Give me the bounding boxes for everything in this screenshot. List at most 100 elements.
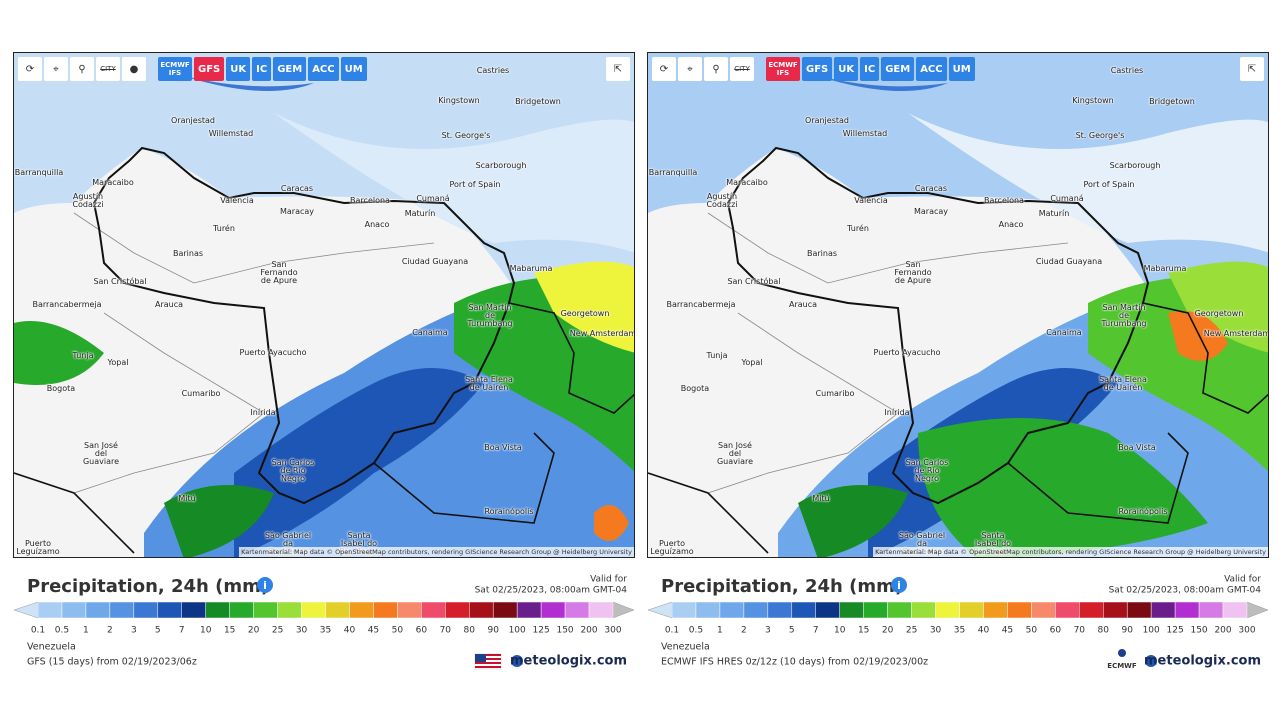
city-label: Tunja	[706, 351, 728, 360]
legend-title: Precipitation, 24h (mm)	[27, 576, 269, 597]
city-label: San Fernando de Apure	[894, 260, 932, 285]
model-button[interactable]: IC	[860, 57, 880, 81]
scale-swatch	[301, 601, 326, 619]
city-label: Turén	[847, 224, 869, 233]
model-button[interactable]: IC	[252, 57, 272, 81]
city-label: Cumaná	[416, 194, 450, 203]
share-button[interactable]: ⇱	[1240, 57, 1264, 81]
map-shape	[648, 472, 769, 554]
city-label: Kingstown	[438, 96, 480, 105]
tool-button[interactable]: ⚲	[70, 57, 94, 81]
map-shape	[1142, 302, 1268, 414]
scale-swatch	[133, 601, 159, 619]
scale-arrow	[13, 601, 39, 619]
map-shape	[73, 212, 435, 284]
tool-button[interactable]: ⟳	[652, 57, 676, 81]
model-button[interactable]: UM	[948, 57, 975, 81]
model-button[interactable]: GEM	[273, 57, 307, 81]
scale-swatch	[1007, 601, 1032, 619]
map-shape	[918, 418, 1208, 557]
city-label: Agustín Codazzi	[72, 192, 104, 209]
model-button[interactable]: ECMWF IFS	[766, 57, 800, 81]
scale-arrow	[1246, 601, 1269, 619]
scale-label: 35	[320, 626, 331, 636]
city-label: Maracay	[279, 207, 315, 216]
scale-swatch	[445, 601, 470, 619]
city-label: Rorainópolis	[484, 507, 534, 516]
scale-swatch	[109, 601, 135, 619]
tool-button[interactable]: ⟳	[18, 57, 42, 81]
scale-swatch	[564, 601, 590, 619]
city-button[interactable]: CITY	[730, 57, 754, 81]
scale-swatch	[815, 601, 840, 619]
city-label: Barranquilla	[14, 168, 64, 177]
model-button[interactable]: GFS	[802, 57, 833, 81]
valid-label: Valid for	[1224, 575, 1261, 585]
spacer	[148, 57, 156, 81]
scale-swatch	[253, 601, 278, 619]
city-label: San Fernando de Apure	[260, 260, 298, 285]
scale-label: 40	[978, 626, 990, 636]
info-icon[interactable]	[257, 577, 273, 593]
city-label: Caracas	[280, 184, 314, 193]
scale-swatch	[935, 601, 960, 619]
model-run: ECMWF IFS HRES 0z/12z (10 days) from 02/…	[661, 657, 928, 668]
scale-label: 25	[906, 626, 917, 636]
tool-button[interactable]: ⌖	[678, 57, 702, 81]
legend-title: Precipitation, 24h (mm)	[661, 576, 903, 597]
info-icon[interactable]	[891, 577, 907, 593]
city-label: Cumaribo	[181, 389, 221, 398]
tool-button[interactable]: ⚲	[704, 57, 728, 81]
map-shape	[508, 302, 634, 414]
tool-button[interactable]: ●	[122, 57, 146, 81]
model-button[interactable]: GEM	[881, 57, 915, 81]
share-button[interactable]: ⇱	[606, 57, 630, 81]
model-button[interactable]: GFS	[194, 57, 225, 81]
scale-swatch	[1055, 601, 1080, 619]
scale-swatch	[516, 601, 542, 619]
scale-label: 60	[416, 626, 428, 636]
city-button[interactable]: CITY	[96, 57, 120, 81]
model-button[interactable]: ACC	[308, 57, 339, 81]
toolbar: ⟳ ⌖ ⚲ CITY ● ECMWF IFS GFS UK IC GEM ACC UM	[18, 57, 367, 81]
scale-label: 10	[200, 626, 212, 636]
model-button[interactable]: UK	[226, 57, 251, 81]
scale-label: 30	[296, 626, 308, 636]
city-label: Santa Elena de Uairén	[465, 375, 513, 392]
tool-button[interactable]: ⌖	[44, 57, 68, 81]
scale-label: 50	[1026, 626, 1038, 636]
scale-swatch	[277, 601, 302, 619]
city-label: Inírida	[884, 408, 910, 417]
city-label: Boa Vista	[484, 443, 522, 452]
region: Venezuela	[27, 642, 76, 653]
city-label: Castries	[1110, 66, 1144, 75]
city-label: Santa Elena de Uairén	[1099, 375, 1147, 392]
city-label: Maracaibo	[92, 178, 134, 187]
city-label: St. George's	[441, 131, 491, 140]
scale-swatch	[791, 601, 817, 619]
scale-swatch	[37, 601, 63, 619]
city-label: Scarborough	[1109, 161, 1161, 170]
scale-swatch	[695, 601, 721, 619]
scale-swatch	[349, 601, 374, 619]
model-button[interactable]: ECMWF IFS	[158, 57, 192, 81]
city-label: Caracas	[914, 184, 948, 193]
toolbar: ⟳ ⌖ ⚲ CITY ECMWF IFS GFS UK IC GEM ACC UM	[652, 57, 975, 81]
city-label: Castries	[476, 66, 510, 75]
scale-swatch	[229, 601, 254, 619]
flag-canton	[475, 654, 486, 662]
scale-label: 7	[179, 626, 185, 636]
map-panel: Castries Kingstown Bridgetown Oranjestad Wil…	[13, 52, 635, 558]
city-label: San José del Guaviare	[716, 441, 754, 466]
scale-swatch	[983, 601, 1008, 619]
model-button[interactable]: ACC	[916, 57, 947, 81]
scale-label: 150	[1190, 626, 1207, 636]
city-label: Oranjestad	[171, 116, 215, 125]
scale-label: 3	[765, 626, 771, 636]
city-label: Georgetown	[560, 309, 610, 318]
map-shape	[73, 312, 265, 494]
scale-swatch	[863, 601, 888, 619]
model-button[interactable]: UM	[340, 57, 367, 81]
model-button[interactable]: UK	[834, 57, 859, 81]
